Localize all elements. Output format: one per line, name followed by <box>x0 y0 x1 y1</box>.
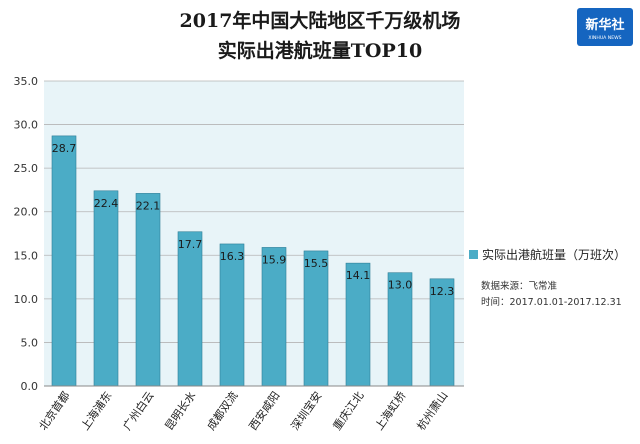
bar-value-label: 15.5 <box>304 257 329 270</box>
bar <box>219 243 245 387</box>
legend-swatch <box>469 250 478 259</box>
bar-value-label: 16.3 <box>220 250 245 263</box>
category-label: 上海浦东 <box>78 389 115 433</box>
y-tick-label: 10.0 <box>14 293 39 306</box>
y-tick-label: 35.0 <box>14 75 39 88</box>
xinhua-logo-bg <box>577 8 633 46</box>
bar-value-label: 12.3 <box>430 285 455 298</box>
source-note: 数据来源：飞常准 <box>481 280 558 292</box>
bar-value-label: 13.0 <box>388 279 413 292</box>
category-label: 深圳宝安 <box>288 389 325 433</box>
category-label: 重庆江北 <box>330 389 367 433</box>
category-label: 上海虹桥 <box>372 389 409 433</box>
bar-value-label: 17.7 <box>178 238 203 251</box>
bar <box>345 262 371 387</box>
y-tick-label: 0.0 <box>21 380 39 393</box>
bar-value-label: 22.4 <box>94 197 119 210</box>
bar <box>387 272 413 387</box>
xinhua-logo: 新华社 XINHUA NEWS <box>577 8 633 46</box>
bar-value-label: 28.7 <box>52 142 77 155</box>
bar <box>261 247 287 387</box>
y-tick-label: 25.0 <box>14 162 39 175</box>
bar <box>135 193 161 387</box>
category-label: 杭州萧山 <box>414 389 451 433</box>
category-label: 广州白云 <box>120 389 157 433</box>
xinhua-logo-cn: 新华社 <box>585 17 624 33</box>
value-labels: 28.7 22.4 22.1 17.7 16.3 15.9 15.5 14.1 13.0 12.3 <box>52 142 455 298</box>
category-label: 西安咸阳 <box>246 389 283 433</box>
bar-value-label: 14.1 <box>346 269 371 282</box>
chart-title-line-2: 实际出港航班量TOP10 <box>218 39 422 62</box>
y-axis-ticks: 0.0 5.0 10.0 15.0 20.0 25.0 30.0 35.0 <box>14 75 39 393</box>
legend: 实际出港航班量（万班次） <box>469 247 626 262</box>
y-tick-label: 5.0 <box>21 336 39 349</box>
xinhua-logo-en: XINHUA NEWS <box>588 35 621 41</box>
bar-value-label: 22.1 <box>136 199 161 212</box>
bar <box>93 190 119 387</box>
category-label: 北京首都 <box>36 389 73 433</box>
category-label: 成都双流 <box>204 389 241 433</box>
time-note: 时间：2017.01.01-2017.12.31 <box>481 296 622 308</box>
bar <box>51 135 77 387</box>
bar <box>303 250 329 387</box>
y-tick-label: 15.0 <box>14 249 39 262</box>
bar <box>429 278 455 387</box>
legend-label: 实际出港航班量（万班次） <box>482 247 626 262</box>
category-labels: 北京首都 上海浦东 广州白云 昆明长水 成都双流 西安咸阳 深圳宝安 重庆江北 上海虹桥 杭州萧山 <box>36 389 451 433</box>
bars <box>51 135 455 387</box>
chart-title-line-1: 2017年中国大陆地区千万级机场 <box>180 9 461 32</box>
y-tick-label: 20.0 <box>14 206 39 219</box>
category-label: 昆明长水 <box>163 389 199 432</box>
y-tick-label: 30.0 <box>14 119 39 132</box>
bar-value-label: 15.9 <box>262 253 287 266</box>
bar <box>177 231 203 387</box>
